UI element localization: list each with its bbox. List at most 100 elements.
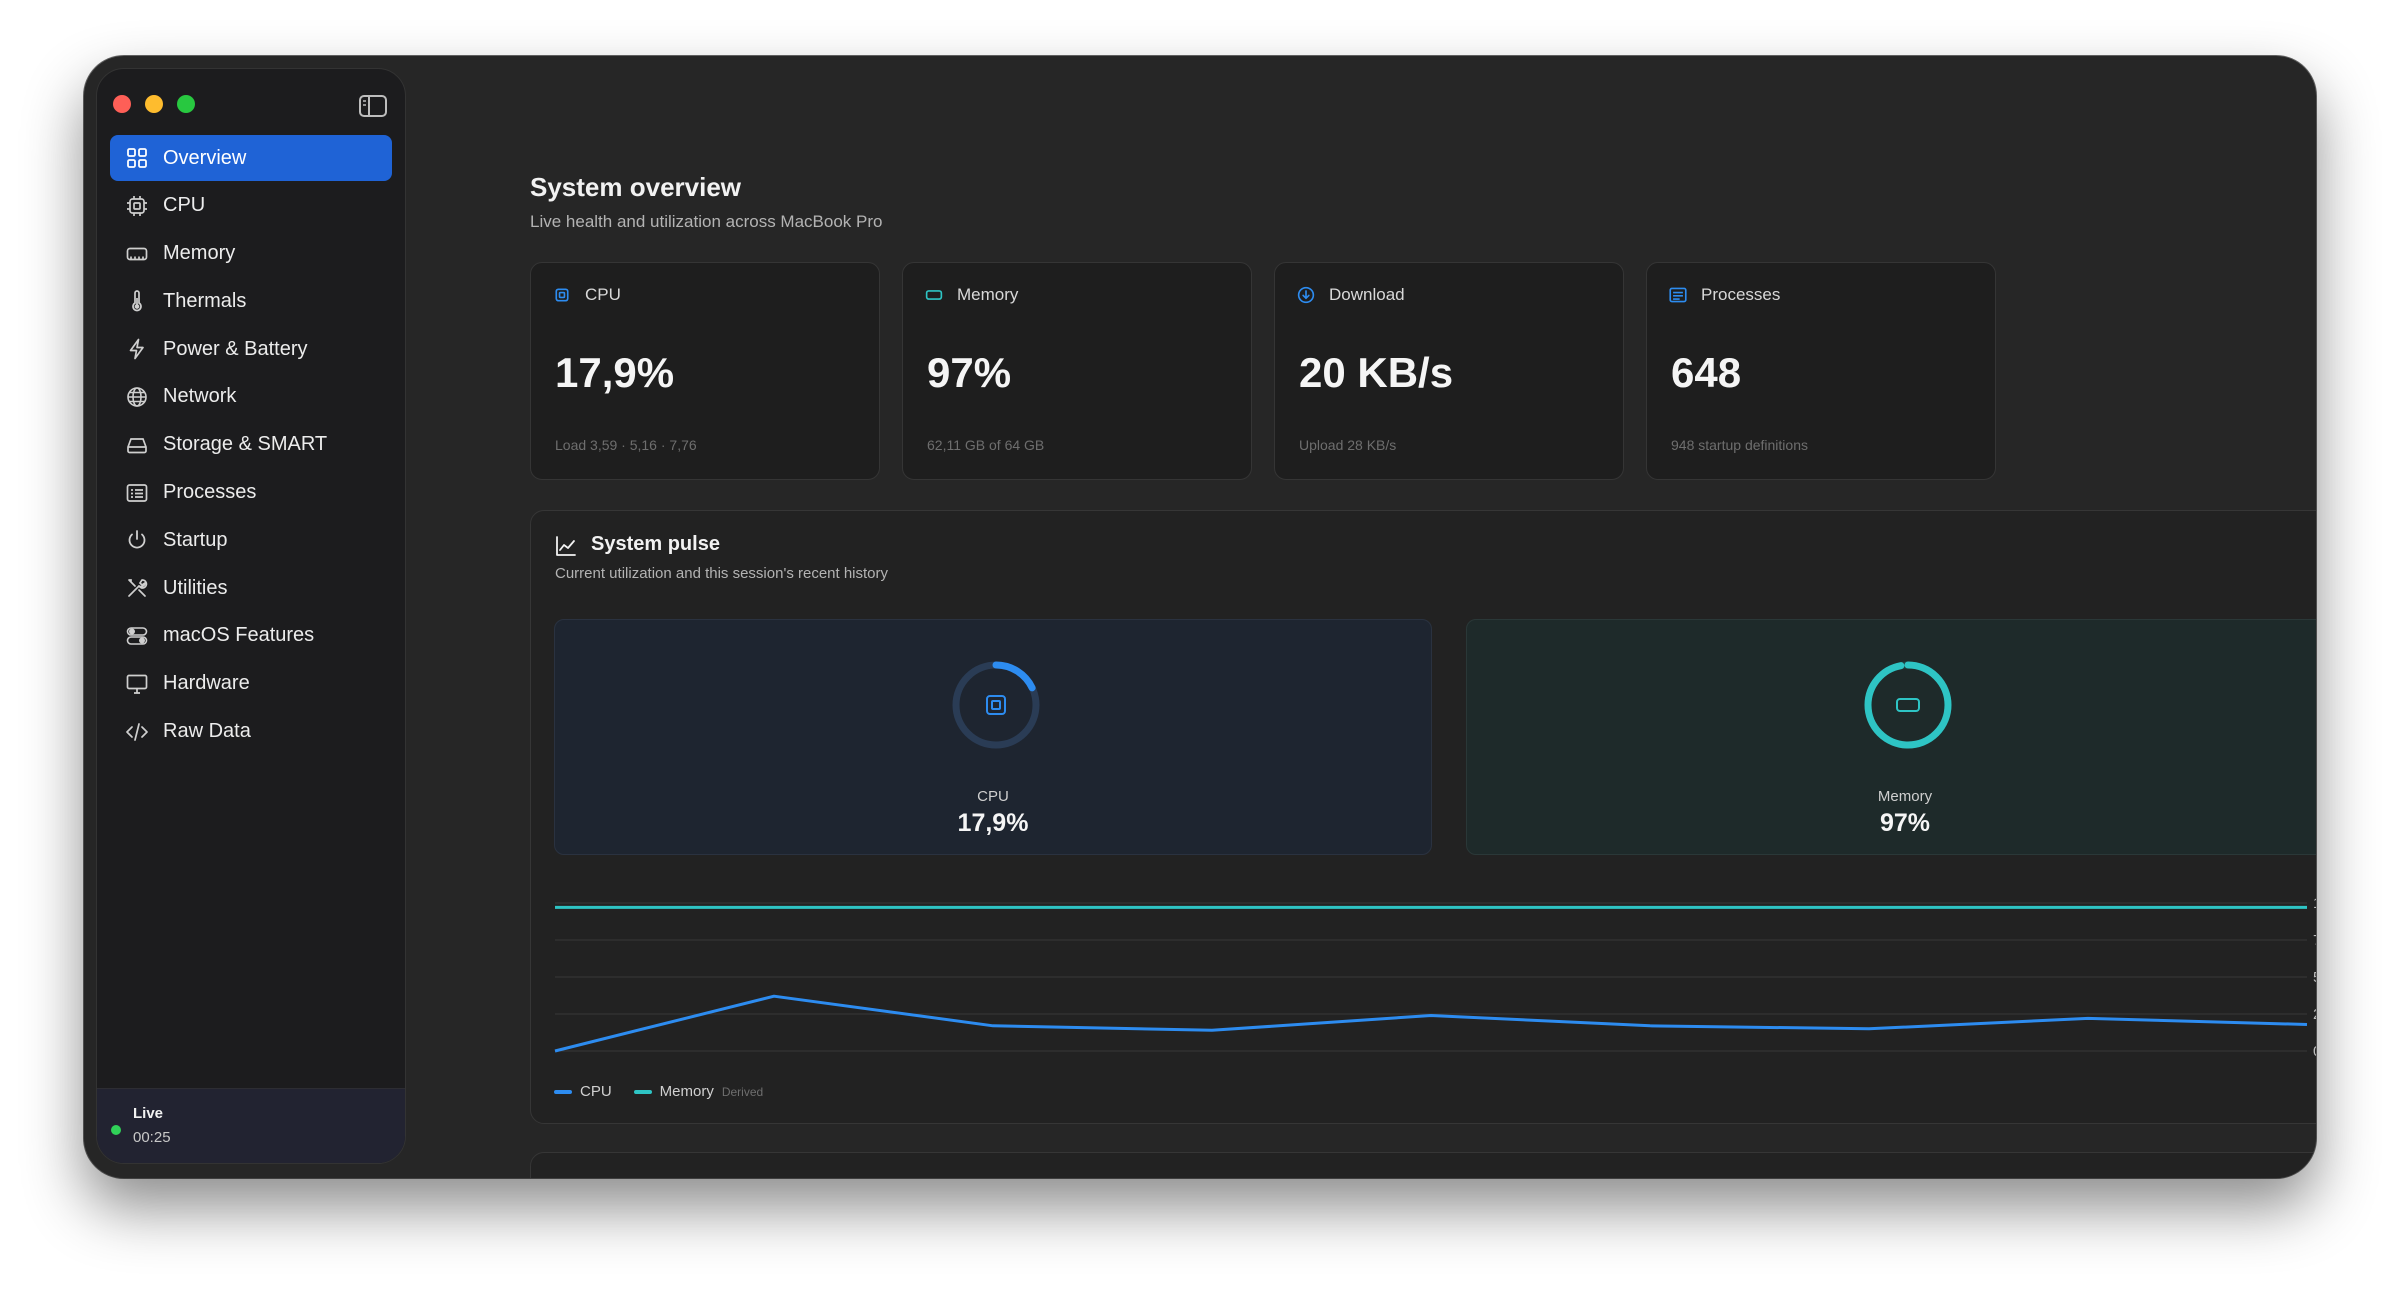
sidebar-item-label: Thermals [163, 289, 247, 312]
display-icon [126, 673, 148, 695]
sidebar-item-utilities[interactable]: Utilities [110, 565, 392, 611]
download-icon [1297, 286, 1315, 304]
sidebar-item-hardware[interactable]: Hardware [110, 661, 392, 707]
stat-footnote: Upload 28 KB/s [1299, 437, 1397, 453]
minimize-button[interactable] [145, 95, 163, 113]
close-button[interactable] [113, 95, 131, 113]
memory-gauge-ring [1864, 661, 1952, 749]
cpu-icon [555, 288, 569, 302]
sidebar-item-thermals[interactable]: Thermals [110, 278, 392, 324]
code-icon [126, 721, 148, 743]
sidebar-nav: Overview CPU Memory Thermals Power & Bat… [110, 135, 392, 756]
sidebar-item-raw-data[interactable]: Raw Data [110, 709, 392, 755]
gauge-value: 17,9% [957, 809, 1029, 837]
y-tick-label: 0 [2313, 1043, 2316, 1060]
page-subtitle: Live health and utilization across MacBo… [530, 212, 883, 231]
y-tick-label: 50 [2313, 969, 2316, 986]
sidebar-item-processes[interactable]: Processes [110, 470, 392, 516]
stat-footnote: 62,11 GB of 64 GB [927, 437, 1045, 453]
list-icon [1669, 287, 1687, 303]
stat-label: CPU [585, 285, 621, 304]
legend-label: Memory [659, 1083, 714, 1100]
sidebar-item-label: Storage & SMART [163, 433, 328, 456]
globe-icon [126, 386, 148, 408]
sidebar-item-label: Overview [163, 146, 247, 169]
sidebar-item-label: CPU [163, 194, 206, 217]
cpu-gauge-ring [952, 661, 1040, 749]
sidebar-item-label: Startup [163, 528, 228, 551]
page-title: System overview [530, 172, 742, 202]
y-tick-label: 75 [2313, 932, 2316, 949]
live-indicator-dot [111, 1125, 121, 1135]
stat-label: Memory [957, 285, 1019, 304]
gauge-label: CPU [977, 788, 1009, 805]
series-line-cpu [554, 994, 2308, 1053]
stat-card-processes: Processes 648 948 startup definitions [1646, 262, 1996, 480]
chart-line-icon [556, 536, 576, 556]
stat-footnote: Load 3,59 · 5,16 · 7,76 [555, 437, 697, 453]
stat-label: Processes [1701, 285, 1781, 304]
y-tick-label: 25 [2313, 1006, 2316, 1023]
stat-label: Download [1329, 285, 1405, 304]
stat-value: 17,9% [555, 349, 675, 396]
chart-legend: CPU Memory Derived [554, 1083, 785, 1100]
bolt-icon [126, 338, 148, 360]
sidebar-item-network[interactable]: Network [110, 374, 392, 420]
stat-card-download: Download 20 KB/s Upload 28 KB/s [1274, 262, 1624, 480]
legend-item-cpu: CPU [554, 1083, 612, 1100]
sidebar-item-storage-smart[interactable]: Storage & SMART [110, 422, 392, 468]
live-timer: 00:25 [133, 1129, 171, 1146]
sidebar-item-label: Processes [163, 481, 257, 504]
memory-icon [925, 290, 943, 300]
sidebar-item-cpu[interactable]: CPU [110, 183, 392, 229]
gauge-value: 97% [1879, 809, 1931, 837]
sidebar-item-label: Network [163, 385, 237, 408]
traffic-lights [113, 95, 195, 113]
stat-card-cpu: CPU 17,9% Load 3,59 · 5,16 · 7,76 [530, 262, 880, 480]
sidebar-item-label: macOS Features [163, 624, 315, 647]
sidebar-item-macos-features[interactable]: macOS Features [110, 613, 392, 659]
live-status: Live 00:25 [97, 1088, 405, 1163]
sidebar-toggle-icon[interactable] [359, 95, 387, 117]
sidebar: Overview CPU Memory Thermals Power & Bat… [96, 68, 406, 1164]
memory-gauge-arc [1864, 661, 1952, 749]
sidebar-item-memory[interactable]: Memory [110, 231, 392, 277]
gauge-label: Memory [1877, 788, 1933, 805]
cpu-icon [986, 695, 1006, 715]
memory-gauge: Memory 97% [1466, 619, 2316, 855]
sidebar-item-label: Power & Battery [163, 337, 308, 360]
cpu-icon [126, 195, 148, 217]
drive-icon [126, 434, 148, 456]
zoom-button[interactable] [177, 95, 195, 113]
sidebar-item-label: Memory [163, 242, 236, 265]
stat-card-memory: Memory 97% 62,11 GB of 64 GB [902, 262, 1252, 480]
system-pulse-panel: System pulse Current utilization and thi… [530, 510, 2316, 1124]
stat-value: 648 [1671, 349, 1742, 396]
y-tick-label: 100 [2313, 895, 2316, 912]
pulse-title: System pulse [591, 533, 720, 555]
legend-swatch-memory [633, 1089, 652, 1094]
thermometer-icon [126, 290, 148, 312]
cpu-gauge: CPU 17,9% [554, 619, 1432, 855]
list-icon [126, 482, 148, 504]
legend-derived-note: Derived [721, 1084, 764, 1099]
toggles-icon [126, 625, 148, 647]
legend-label: CPU [580, 1083, 612, 1100]
live-label: Live [133, 1105, 164, 1122]
sidebar-item-overview[interactable]: Overview [110, 135, 392, 181]
sidebar-item-startup[interactable]: Startup [110, 517, 392, 563]
cpu-gauge-arc [952, 661, 1040, 749]
grid-icon [126, 147, 148, 169]
memory-icon [1896, 698, 1920, 712]
sidebar-item-label: Raw Data [163, 720, 251, 743]
stat-value: 97% [927, 349, 1012, 396]
sidebar-item-power-battery[interactable]: Power & Battery [110, 326, 392, 372]
stat-value: 20 KB/s [1299, 349, 1454, 396]
pulse-subtitle: Current utilization and this session's r… [555, 565, 889, 582]
stat-footnote: 948 startup definitions [1671, 437, 1808, 453]
legend-swatch-cpu [554, 1089, 572, 1094]
tools-icon [126, 577, 148, 599]
legend-item-memory: Memory Derived [633, 1083, 764, 1100]
next-section-card [530, 1152, 2316, 1178]
